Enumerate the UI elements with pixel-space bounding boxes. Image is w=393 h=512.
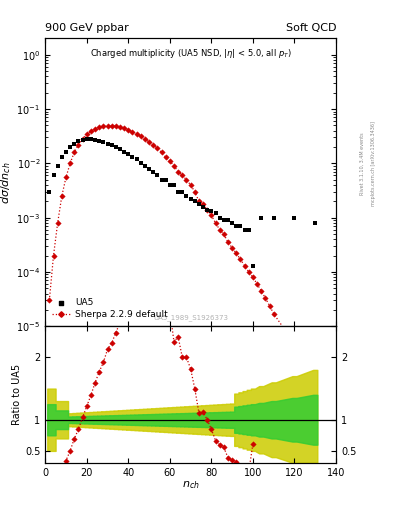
Point (270, 214, 277, 222)
Point (171, 181, 177, 189)
Point (246, 226, 252, 234)
Point (158, 176, 165, 184)
Y-axis label: Ratio to UA5: Ratio to UA5 (12, 364, 22, 425)
Point (79, 136, 86, 144)
Y-axis label: $d\sigma/dn_{ch}$: $d\sigma/dn_{ch}$ (0, 161, 13, 204)
Point (138, 159, 144, 167)
Point (312, 219, 318, 227)
Point (96, 137, 102, 145)
Point (154, 172, 160, 180)
Point (225, 216, 231, 224)
Point (192, 197, 198, 205)
Text: Soft QCD: Soft QCD (286, 23, 336, 33)
Point (183, 192, 189, 200)
Text: Rivet 3.1.10, 3.4M events: Rivet 3.1.10, 3.4M events (360, 133, 365, 195)
Point (129, 153, 136, 161)
Point (150, 167, 156, 176)
Point (125, 150, 131, 158)
Point (55, 162, 61, 170)
Legend: UA5, Sherpa 2.2.9 default: UA5, Sherpa 2.2.9 default (50, 295, 171, 322)
Point (84, 135, 90, 143)
Point (50, 172, 57, 180)
X-axis label: $n_{ch}$: $n_{ch}$ (182, 480, 200, 492)
Point (63, 148, 69, 156)
Point (113, 143, 119, 151)
Point (67, 143, 73, 151)
Point (291, 214, 298, 222)
Point (200, 202, 206, 210)
Point (237, 222, 244, 230)
Point (241, 226, 248, 234)
Point (229, 219, 235, 227)
Point (167, 181, 173, 189)
Point (196, 200, 202, 208)
Text: 900 GeV ppbar: 900 GeV ppbar (45, 23, 129, 33)
Point (88, 135, 94, 143)
Point (217, 214, 223, 222)
Text: UA5_1989_S1926373: UA5_1989_S1926373 (153, 314, 228, 321)
Point (117, 145, 123, 154)
Point (105, 140, 111, 148)
Point (108, 141, 115, 149)
Point (187, 195, 194, 203)
Point (121, 148, 127, 156)
Point (75, 137, 82, 145)
Point (134, 155, 140, 163)
Point (175, 188, 181, 196)
Point (92, 136, 98, 144)
Point (100, 138, 107, 146)
Point (221, 216, 227, 224)
Point (142, 162, 148, 170)
Point (233, 222, 239, 230)
Point (208, 207, 215, 216)
Point (179, 188, 185, 196)
Point (250, 262, 256, 270)
Text: Charged multiplicity (UA5 NSD, $|\eta|$ < 5.0, all $p_T$): Charged multiplicity (UA5 NSD, $|\eta|$ … (90, 47, 292, 60)
Point (204, 206, 210, 214)
Point (71, 140, 77, 148)
Point (212, 209, 219, 218)
Point (59, 153, 65, 161)
Point (46, 188, 53, 196)
Point (163, 176, 169, 184)
Text: mcplots.cern.ch [arXiv:1306.3436]: mcplots.cern.ch [arXiv:1306.3436] (371, 121, 376, 206)
Point (146, 164, 152, 173)
Point (258, 214, 264, 222)
